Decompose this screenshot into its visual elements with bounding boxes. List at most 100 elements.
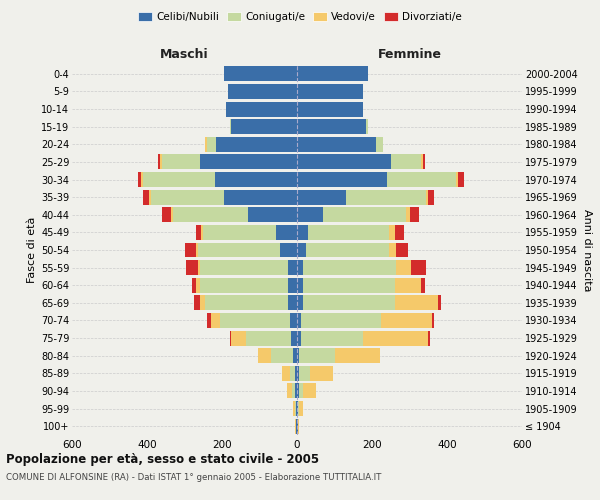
Bar [151,190,224,204]
Bar [224,66,297,82]
Bar [293,401,295,416]
Bar [199,154,297,170]
Bar [207,137,217,152]
Bar [205,296,287,310]
Bar [199,296,205,310]
Bar [187,260,197,275]
Bar [149,190,151,204]
Bar [173,208,248,222]
Bar [158,154,160,170]
Bar [362,330,428,345]
Bar [287,260,297,275]
Bar [229,330,232,345]
Bar [207,313,211,328]
Bar [376,137,383,152]
Bar [458,172,464,187]
Bar [301,330,362,345]
Bar [297,190,346,204]
Bar [293,348,297,363]
Bar [220,313,290,328]
Bar [199,278,287,292]
Bar [271,348,293,363]
Bar [427,190,428,204]
Bar [137,172,142,187]
Bar [299,384,302,398]
Bar [211,313,220,328]
Bar [196,225,202,240]
Bar [409,208,419,222]
Bar [199,260,287,275]
Bar [192,278,196,292]
Bar [297,313,301,328]
Bar [421,154,422,170]
Bar [143,190,149,204]
Bar [389,242,397,258]
Bar [346,190,427,204]
Bar [215,172,297,187]
Bar [287,384,292,398]
Bar [412,260,427,275]
Bar [302,260,397,275]
Bar [302,296,395,310]
Bar [172,208,173,222]
Bar [290,366,295,381]
Bar [297,66,368,82]
Bar [391,154,421,170]
Bar [290,313,297,328]
Bar [298,401,299,416]
Bar [297,278,302,292]
Bar [142,172,143,187]
Bar [297,154,391,170]
Bar [292,330,297,345]
Bar [395,296,437,310]
Bar [295,384,297,398]
Bar [295,366,297,381]
Bar [406,208,409,222]
Bar [280,242,297,258]
Bar [297,330,301,345]
Bar [185,242,196,258]
Text: Femmine: Femmine [377,48,442,62]
Bar [297,172,387,187]
Bar [162,208,172,222]
Bar [310,366,332,381]
Bar [297,242,307,258]
Bar [457,172,458,187]
Bar [297,401,298,416]
Bar [432,313,434,328]
Bar [194,296,199,310]
Bar [203,225,277,240]
Bar [282,366,290,381]
Bar [298,418,299,434]
Bar [397,242,407,258]
Bar [287,278,297,292]
Bar [297,296,302,310]
Bar [287,296,297,310]
Bar [224,190,297,204]
Bar [292,384,295,398]
Bar [437,296,442,310]
Bar [387,172,457,187]
Bar [297,348,299,363]
Bar [323,208,406,222]
Text: COMUNE DI ALFONSINE (RA) - Dati ISTAT 1° gennaio 2005 - Elaborazione TUTTITALIA.: COMUNE DI ALFONSINE (RA) - Dati ISTAT 1°… [6,472,382,482]
Bar [202,225,203,240]
Bar [302,384,316,398]
Bar [335,348,380,363]
Bar [421,278,425,292]
Bar [160,154,162,170]
Bar [296,401,297,416]
Bar [389,225,395,240]
Bar [299,401,303,416]
Bar [395,225,404,240]
Bar [295,401,296,416]
Bar [197,260,199,275]
Y-axis label: Fasce di età: Fasce di età [26,217,37,283]
Bar [428,190,434,204]
Bar [428,330,430,345]
Bar [297,102,362,116]
Y-axis label: Anni di nascita: Anni di nascita [582,209,592,291]
Bar [307,242,389,258]
Bar [232,330,247,345]
Bar [229,119,232,134]
